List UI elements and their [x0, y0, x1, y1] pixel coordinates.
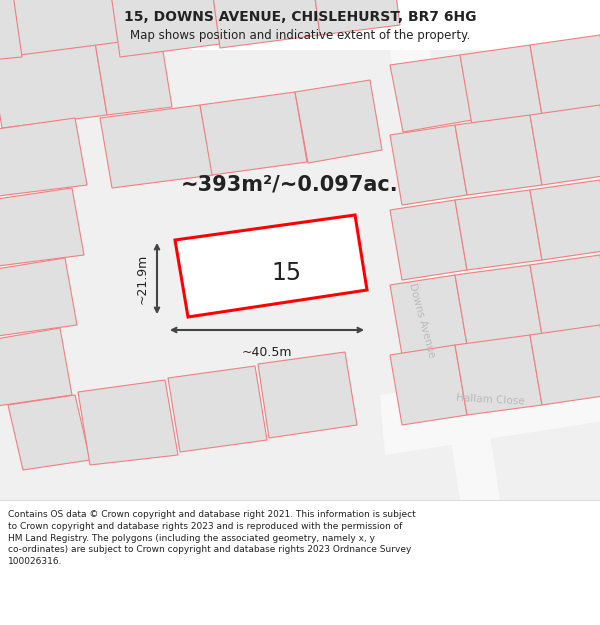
Polygon shape: [0, 0, 22, 60]
Polygon shape: [460, 45, 542, 125]
Polygon shape: [0, 188, 84, 267]
Text: Downs Avenue: Downs Avenue: [407, 282, 437, 358]
Polygon shape: [295, 80, 382, 163]
Text: Hallam Close: Hallam Close: [455, 393, 524, 407]
Polygon shape: [530, 325, 600, 405]
Polygon shape: [390, 50, 500, 500]
Polygon shape: [0, 258, 77, 337]
Text: ~393m²/~0.097ac.: ~393m²/~0.097ac.: [181, 175, 399, 195]
Polygon shape: [0, 118, 87, 197]
Polygon shape: [390, 275, 467, 355]
Text: Contains OS data © Crown copyright and database right 2021. This information is : Contains OS data © Crown copyright and d…: [8, 510, 416, 566]
Polygon shape: [310, 0, 400, 35]
Text: 15: 15: [271, 261, 301, 286]
Polygon shape: [380, 360, 600, 455]
Polygon shape: [0, 328, 72, 407]
Polygon shape: [95, 33, 172, 115]
Polygon shape: [10, 0, 120, 55]
Text: Map shows position and indicative extent of the property.: Map shows position and indicative extent…: [130, 29, 470, 41]
Polygon shape: [8, 395, 90, 470]
Polygon shape: [258, 352, 357, 438]
Polygon shape: [530, 180, 600, 260]
Polygon shape: [455, 335, 542, 415]
Polygon shape: [210, 0, 320, 48]
Text: ~40.5m: ~40.5m: [242, 346, 292, 359]
Polygon shape: [530, 35, 600, 115]
Polygon shape: [530, 105, 600, 185]
Polygon shape: [530, 255, 600, 335]
Polygon shape: [78, 380, 178, 465]
Polygon shape: [390, 200, 467, 280]
Text: 15, DOWNS AVENUE, CHISLEHURST, BR7 6HG: 15, DOWNS AVENUE, CHISLEHURST, BR7 6HG: [124, 10, 476, 24]
Bar: [0, 50, 600, 500]
Polygon shape: [168, 366, 267, 452]
Polygon shape: [390, 345, 467, 425]
Polygon shape: [455, 190, 542, 270]
Polygon shape: [390, 55, 472, 132]
Polygon shape: [100, 105, 213, 188]
Polygon shape: [175, 215, 367, 317]
Polygon shape: [0, 42, 107, 128]
Polygon shape: [455, 265, 542, 345]
Text: ~21.9m: ~21.9m: [136, 253, 149, 304]
Polygon shape: [390, 125, 467, 205]
Polygon shape: [110, 0, 220, 57]
Polygon shape: [200, 92, 307, 175]
Polygon shape: [455, 115, 542, 195]
